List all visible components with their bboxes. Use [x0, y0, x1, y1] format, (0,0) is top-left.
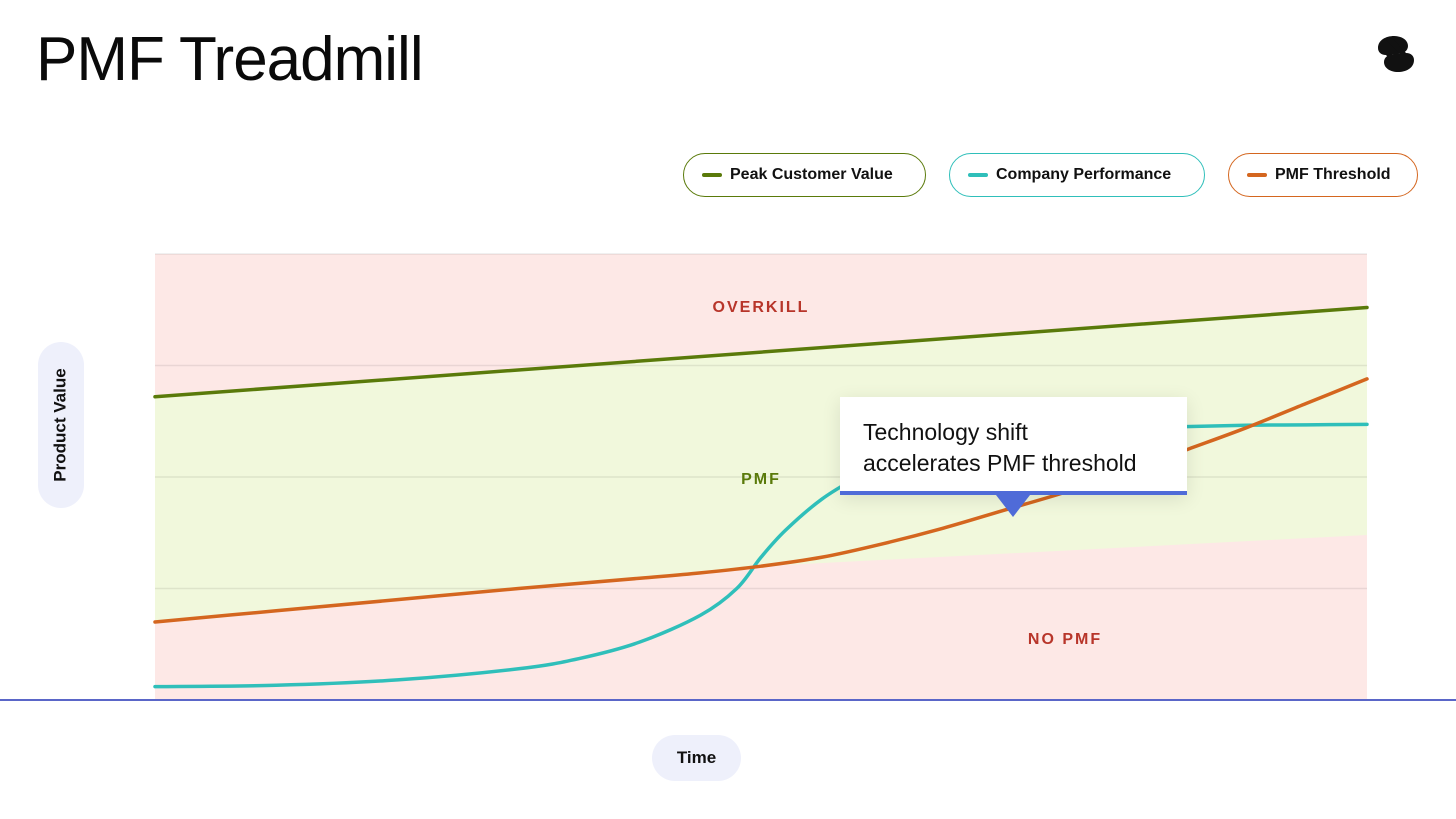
y-axis-label: Product Value: [38, 342, 84, 508]
annotation-line-1: Technology shift: [863, 419, 1028, 445]
legend-swatch-green: [702, 173, 722, 177]
legend-item-company-performance: Company Performance: [949, 153, 1205, 197]
region-label-pmf: PMF: [741, 471, 781, 488]
region-label-no-pmf: NO PMF: [1028, 631, 1102, 648]
x-axis-label-text: Time: [676, 748, 717, 767]
annotation-callout: Technology shift accelerates PMF thresho…: [840, 397, 1187, 517]
legend-item-peak-customer-value: Peak Customer Value: [683, 153, 926, 197]
series-line-peak-customer-value: [153, 305, 1369, 399]
legend-swatch-orange: [1247, 173, 1267, 177]
legend-label: Company Performance: [996, 166, 1172, 183]
y-axis-label-text: Product Value: [51, 368, 70, 482]
region-label-overkill: OVERKILL: [713, 299, 810, 316]
annotation-text: Technology shift accelerates PMF thresho…: [863, 417, 1183, 479]
page-title: PMF Treadmill: [36, 25, 424, 94]
brand-logo-icon: [1378, 36, 1414, 72]
legend-label: PMF Threshold: [1275, 166, 1391, 183]
annotation-line-2: accelerates PMF threshold: [863, 450, 1137, 476]
legend-label: Peak Customer Value: [730, 166, 893, 183]
callout-pointer-icon: [996, 495, 1030, 517]
series-line-pmf-threshold: [153, 377, 1369, 624]
chart-legend: Peak Customer Value Company Performance …: [0, 153, 1456, 201]
legend-item-pmf-threshold: PMF Threshold: [1228, 153, 1418, 197]
x-axis-label: Time: [652, 735, 741, 781]
legend-swatch-teal: [968, 173, 988, 177]
region-pmf: [155, 307, 1367, 622]
